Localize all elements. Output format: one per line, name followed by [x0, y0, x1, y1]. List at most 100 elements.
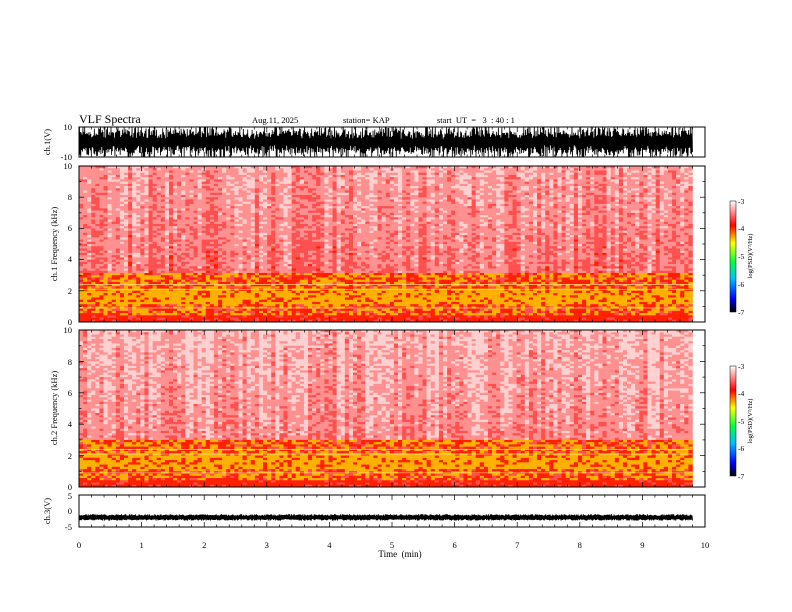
spectrogram-cell	[295, 168, 301, 171]
spectrogram-cell	[111, 232, 117, 236]
spectrogram-cell	[275, 319, 280, 323]
spectrogram-cell	[181, 172, 186, 176]
spectrogram-cell	[107, 268, 113, 272]
spectrogram-cell	[205, 313, 211, 316]
spectrogram-cell	[312, 248, 317, 251]
spectrogram-cell	[160, 179, 166, 182]
spectrogram-cell	[238, 183, 243, 187]
spectrogram-cell	[189, 270, 194, 274]
spectrogram-cell	[193, 194, 198, 198]
spectrogram-cell	[185, 248, 190, 251]
spectrogram-cell	[308, 295, 313, 298]
spectrogram-cell	[328, 272, 333, 276]
spectrogram-cell	[328, 208, 333, 211]
spectrogram-cell	[213, 237, 219, 240]
spectrogram-cell	[87, 270, 92, 274]
spectrogram-cell	[271, 259, 276, 263]
spectrogram-cell	[136, 235, 141, 238]
spectrogram-cell	[140, 284, 145, 287]
spectrogram-cell	[156, 208, 162, 211]
spectrogram-cell	[95, 215, 100, 218]
spectrogram-cell	[344, 170, 350, 173]
spectrogram-cell	[340, 206, 346, 209]
spectrogram-cell	[320, 275, 325, 278]
spectrogram-cell	[271, 248, 276, 251]
spectrogram-cell	[348, 270, 354, 274]
spectrogram-cell	[287, 250, 292, 254]
spectrogram-cell	[181, 275, 186, 278]
spectrogram-cell	[119, 206, 125, 209]
spectrogram-cell	[111, 250, 117, 254]
spectrogram-cell	[173, 290, 178, 294]
spectrogram-cell	[312, 301, 317, 305]
spectrogram-cell	[242, 186, 247, 189]
spectrogram-cell	[111, 215, 117, 218]
spectrogram-cell	[91, 246, 96, 249]
spectrogram-cell	[160, 270, 166, 274]
spectrogram-cell	[295, 281, 301, 285]
spectrogram-cell	[353, 319, 358, 323]
spectrogram-cell	[115, 206, 121, 209]
spectrogram-cell	[328, 246, 333, 249]
spectrogram-cell	[189, 192, 194, 196]
spectrogram-cell	[83, 228, 88, 231]
spectrogram-cell	[275, 168, 280, 171]
spectrogram-cell	[324, 268, 329, 272]
spectrogram-cell	[344, 319, 350, 323]
spectrogram-cell	[226, 199, 231, 202]
spectrogram-cell	[336, 186, 342, 189]
spectrogram-cell	[222, 277, 227, 280]
spectrogram-cell	[267, 304, 272, 307]
spectrogram-cell	[295, 179, 301, 182]
spectrogram-cell	[340, 183, 346, 187]
spectrogram-cell	[140, 319, 145, 323]
spectrogram-cell	[263, 261, 268, 265]
spectrogram-cell	[267, 221, 272, 225]
spectrogram-cell	[238, 244, 243, 247]
spectrogram-cell	[258, 264, 264, 267]
spectrogram-cell	[287, 244, 292, 247]
spectrogram-cell	[193, 286, 198, 289]
spectrogram-cell	[103, 188, 108, 191]
spectrogram-cell	[213, 259, 219, 263]
spectrogram-cell	[205, 281, 211, 285]
spectrogram-cell	[185, 199, 190, 202]
spectrogram-cell	[263, 281, 268, 285]
spectrogram-cell	[193, 313, 198, 316]
spectrogram-cell	[177, 168, 182, 171]
spectrogram-cell	[119, 166, 125, 169]
spectrogram-cell	[283, 317, 288, 321]
spectrogram-cell	[95, 308, 100, 312]
spectrogram-cell	[140, 215, 145, 218]
spectrogram-cell	[308, 232, 313, 236]
spectrogram-cell	[316, 281, 321, 285]
spectrogram-cell	[136, 210, 141, 214]
spectrogram-cell	[308, 290, 313, 294]
spectrogram-cell	[144, 168, 149, 171]
spectrogram-cell	[197, 313, 202, 316]
spectrogram-cell	[197, 270, 202, 274]
spectrogram-cell	[213, 275, 219, 278]
spectrogram-cell	[209, 299, 215, 303]
spectrogram-cell	[234, 235, 239, 238]
spectrogram-cell	[279, 313, 284, 316]
spectrogram-cell	[128, 313, 133, 316]
spectrogram-cell	[136, 279, 141, 283]
spectrogram-cell	[148, 239, 153, 243]
spectrogram-cell	[320, 181, 325, 185]
spectrogram-cell	[218, 232, 223, 236]
spectrogram-cell	[95, 257, 100, 260]
spectrogram-cell	[107, 230, 113, 234]
spectrogram-cell	[222, 244, 227, 247]
spectrogram-cell	[250, 232, 256, 236]
spectrogram-cell	[291, 281, 297, 285]
spectrogram-cell	[218, 244, 223, 247]
spectrogram-cell	[83, 301, 88, 305]
spectrogram-cell	[254, 277, 260, 280]
spectrogram-cell	[123, 177, 129, 180]
spectrogram-cell	[103, 281, 108, 285]
spectrogram-cell	[361, 192, 366, 196]
spectrogram-cell	[144, 259, 149, 263]
spectrogram-cell	[119, 250, 125, 254]
spectrogram-cell	[181, 310, 186, 314]
